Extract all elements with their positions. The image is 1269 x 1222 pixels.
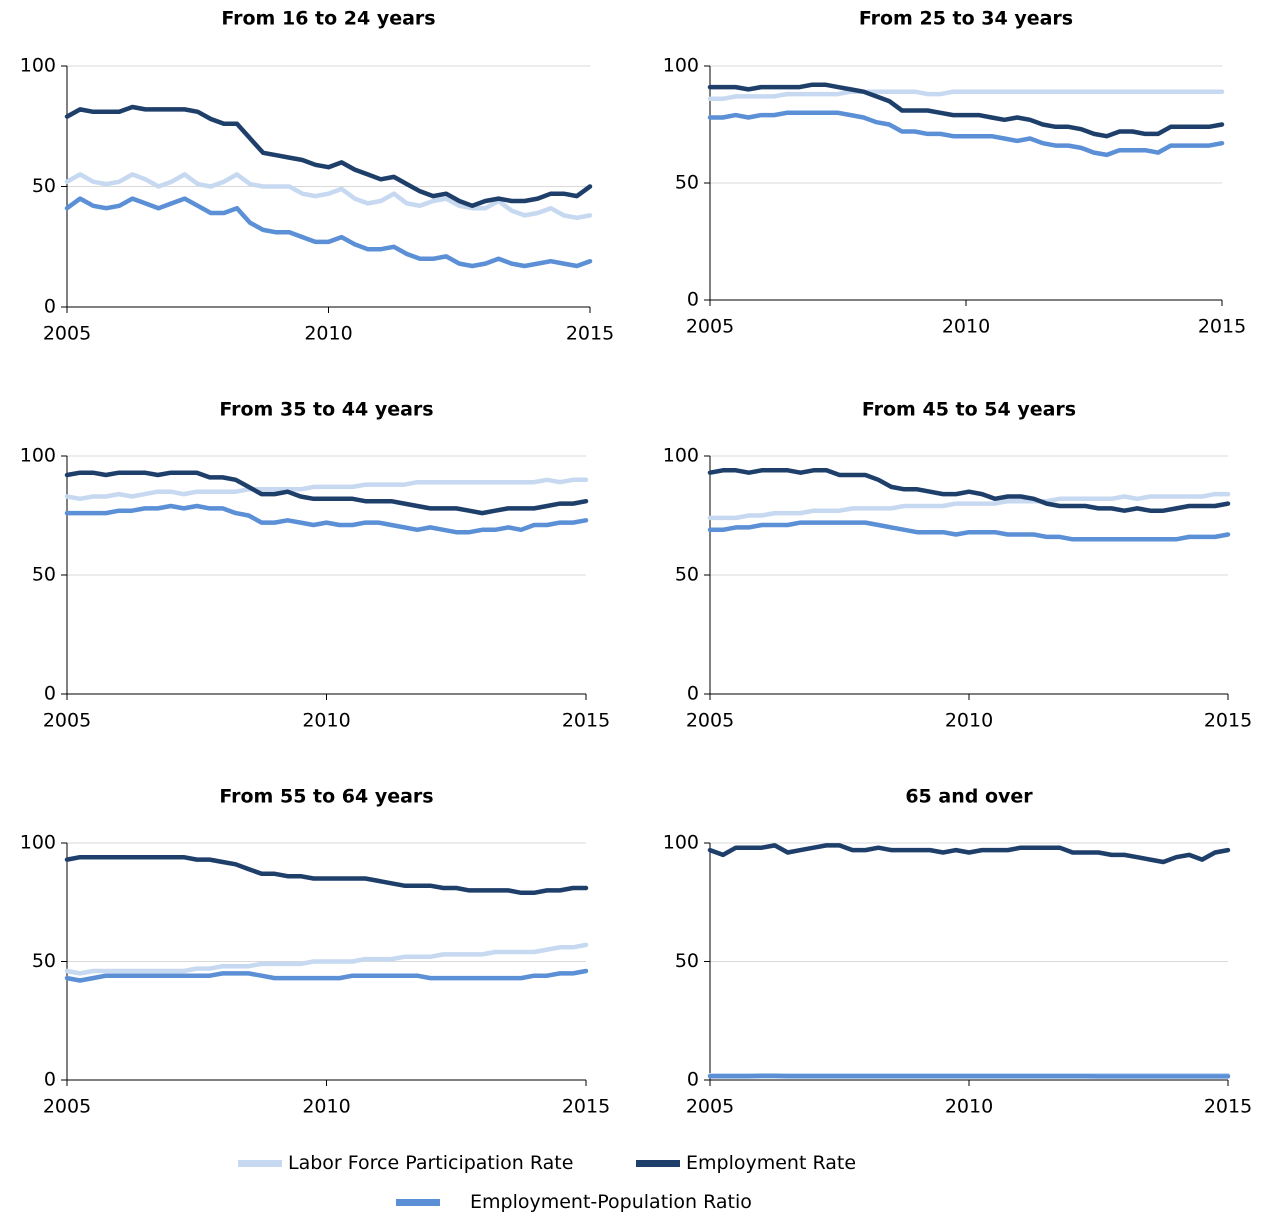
chart-title: From 45 to 54 years — [862, 399, 1076, 421]
x-tick-label-2005: 2005 — [686, 710, 734, 732]
chart-panel-5: From 55 to 64 years 0 50 100 2005 2010 2015 — [20, 786, 610, 1118]
chart-title: From 55 to 64 years — [219, 786, 433, 808]
x-tick-label-2005: 2005 — [43, 323, 91, 345]
series-line-labor-force-participation-rate — [67, 945, 586, 974]
x-tick-label-2010: 2010 — [942, 316, 990, 338]
y-tick-label-0: 0 — [687, 683, 699, 705]
y-tick-label-100: 100 — [663, 445, 699, 467]
chart-title: 65 and over — [905, 786, 1033, 808]
x-tick-label-2015: 2015 — [562, 710, 610, 732]
legend-swatch-employment-rate — [636, 1160, 680, 1167]
x-tick-label-2010: 2010 — [304, 323, 352, 345]
legend-item-labor-force: Labor Force Participation Rate — [238, 1143, 573, 1183]
x-tick-label-2015: 2015 — [1204, 1096, 1252, 1118]
y-tick-label-100: 100 — [663, 55, 699, 77]
series-line-labor-force-participation-rate — [710, 494, 1228, 518]
y-tick-label-0: 0 — [44, 1069, 56, 1091]
legend-swatch-employment-population — [396, 1199, 440, 1206]
legend-label-employment-population: Employment-Population Ratio — [470, 1191, 752, 1213]
series-line-employment-rate — [67, 107, 590, 206]
y-tick-label-100: 100 — [20, 832, 56, 854]
chart-panel-4: From 45 to 54 years 0 50 100 2005 2010 2015 — [663, 399, 1252, 732]
legend-label-labor-force: Labor Force Participation Rate — [288, 1152, 573, 1174]
legend-item-employment-population: Employment-Population Ratio — [396, 1182, 752, 1222]
chart-panel-6: 65 and over 0 50 100 2005 2010 2015 — [663, 786, 1252, 1118]
series-line-employment-population-ratio — [710, 523, 1228, 540]
legend-label-employment-rate: Employment Rate — [686, 1152, 856, 1174]
x-tick-label-2010: 2010 — [302, 1096, 350, 1118]
y-tick-label-50: 50 — [32, 564, 56, 586]
x-tick-label-2015: 2015 — [562, 1096, 610, 1118]
x-tick-label-2005: 2005 — [43, 710, 91, 732]
series-line-labor-force-participation-rate — [710, 92, 1222, 99]
chart-title: From 25 to 34 years — [859, 8, 1073, 30]
y-tick-label-100: 100 — [663, 832, 699, 854]
y-tick-label-0: 0 — [44, 296, 56, 318]
y-tick-label-50: 50 — [675, 950, 699, 972]
y-tick-label-0: 0 — [687, 1069, 699, 1091]
y-tick-label-50: 50 — [675, 172, 699, 194]
x-tick-label-2010: 2010 — [945, 1096, 993, 1118]
x-tick-label-2015: 2015 — [1204, 710, 1252, 732]
series-line-employment-rate — [710, 845, 1228, 862]
x-tick-label-2010: 2010 — [302, 710, 350, 732]
legend-swatch-labor-force — [238, 1160, 282, 1167]
y-tick-label-0: 0 — [687, 289, 699, 311]
series-line-labor-force-participation-rate — [67, 480, 586, 499]
x-tick-label-2015: 2015 — [1198, 316, 1246, 338]
x-tick-label-2005: 2005 — [686, 1096, 734, 1118]
y-tick-label-100: 100 — [20, 55, 56, 77]
y-tick-label-50: 50 — [675, 564, 699, 586]
x-tick-label-2005: 2005 — [686, 316, 734, 338]
chart-panel-2: From 25 to 34 years 0 50 100 2005 2010 2015 — [663, 8, 1246, 338]
series-line-labor-force-participation-rate — [67, 174, 590, 217]
y-tick-label-50: 50 — [32, 950, 56, 972]
y-tick-label-100: 100 — [20, 445, 56, 467]
series-line-employment-rate — [67, 857, 586, 893]
x-tick-label-2010: 2010 — [945, 710, 993, 732]
y-tick-label-0: 0 — [44, 683, 56, 705]
x-tick-label-2005: 2005 — [43, 1096, 91, 1118]
legend-item-employment-rate: Employment Rate — [636, 1143, 856, 1183]
legend: Labor Force Participation Rate Employmen… — [0, 1143, 1269, 1183]
chart-panel-1: From 16 to 24 years 0 50 100 2005 2010 2015 — [20, 8, 614, 345]
chart-panel-3: From 35 to 44 years 0 50 100 2005 2010 2015 — [20, 399, 610, 732]
y-tick-label-50: 50 — [32, 175, 56, 197]
chart-title: From 35 to 44 years — [219, 399, 433, 421]
x-tick-label-2015: 2015 — [566, 323, 614, 345]
legend-row-2: Employment-Population Ratio — [0, 1182, 1269, 1222]
chart-title: From 16 to 24 years — [221, 8, 435, 30]
